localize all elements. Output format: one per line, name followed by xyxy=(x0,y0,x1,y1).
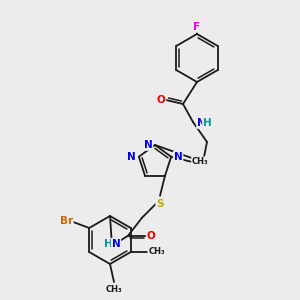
Text: N: N xyxy=(112,239,120,249)
Text: S: S xyxy=(156,199,164,209)
Text: CH₃: CH₃ xyxy=(106,284,122,293)
Text: N: N xyxy=(128,152,136,162)
Text: H: H xyxy=(203,118,212,128)
Text: F: F xyxy=(194,22,201,32)
Text: CH₃: CH₃ xyxy=(148,248,165,256)
Text: O: O xyxy=(157,95,165,105)
Text: CH₃: CH₃ xyxy=(192,157,208,166)
Text: N: N xyxy=(144,140,152,150)
Text: N: N xyxy=(197,118,206,128)
Text: N: N xyxy=(174,152,182,162)
Text: H: H xyxy=(103,239,112,249)
Text: Br: Br xyxy=(60,216,73,226)
Text: O: O xyxy=(147,231,155,241)
